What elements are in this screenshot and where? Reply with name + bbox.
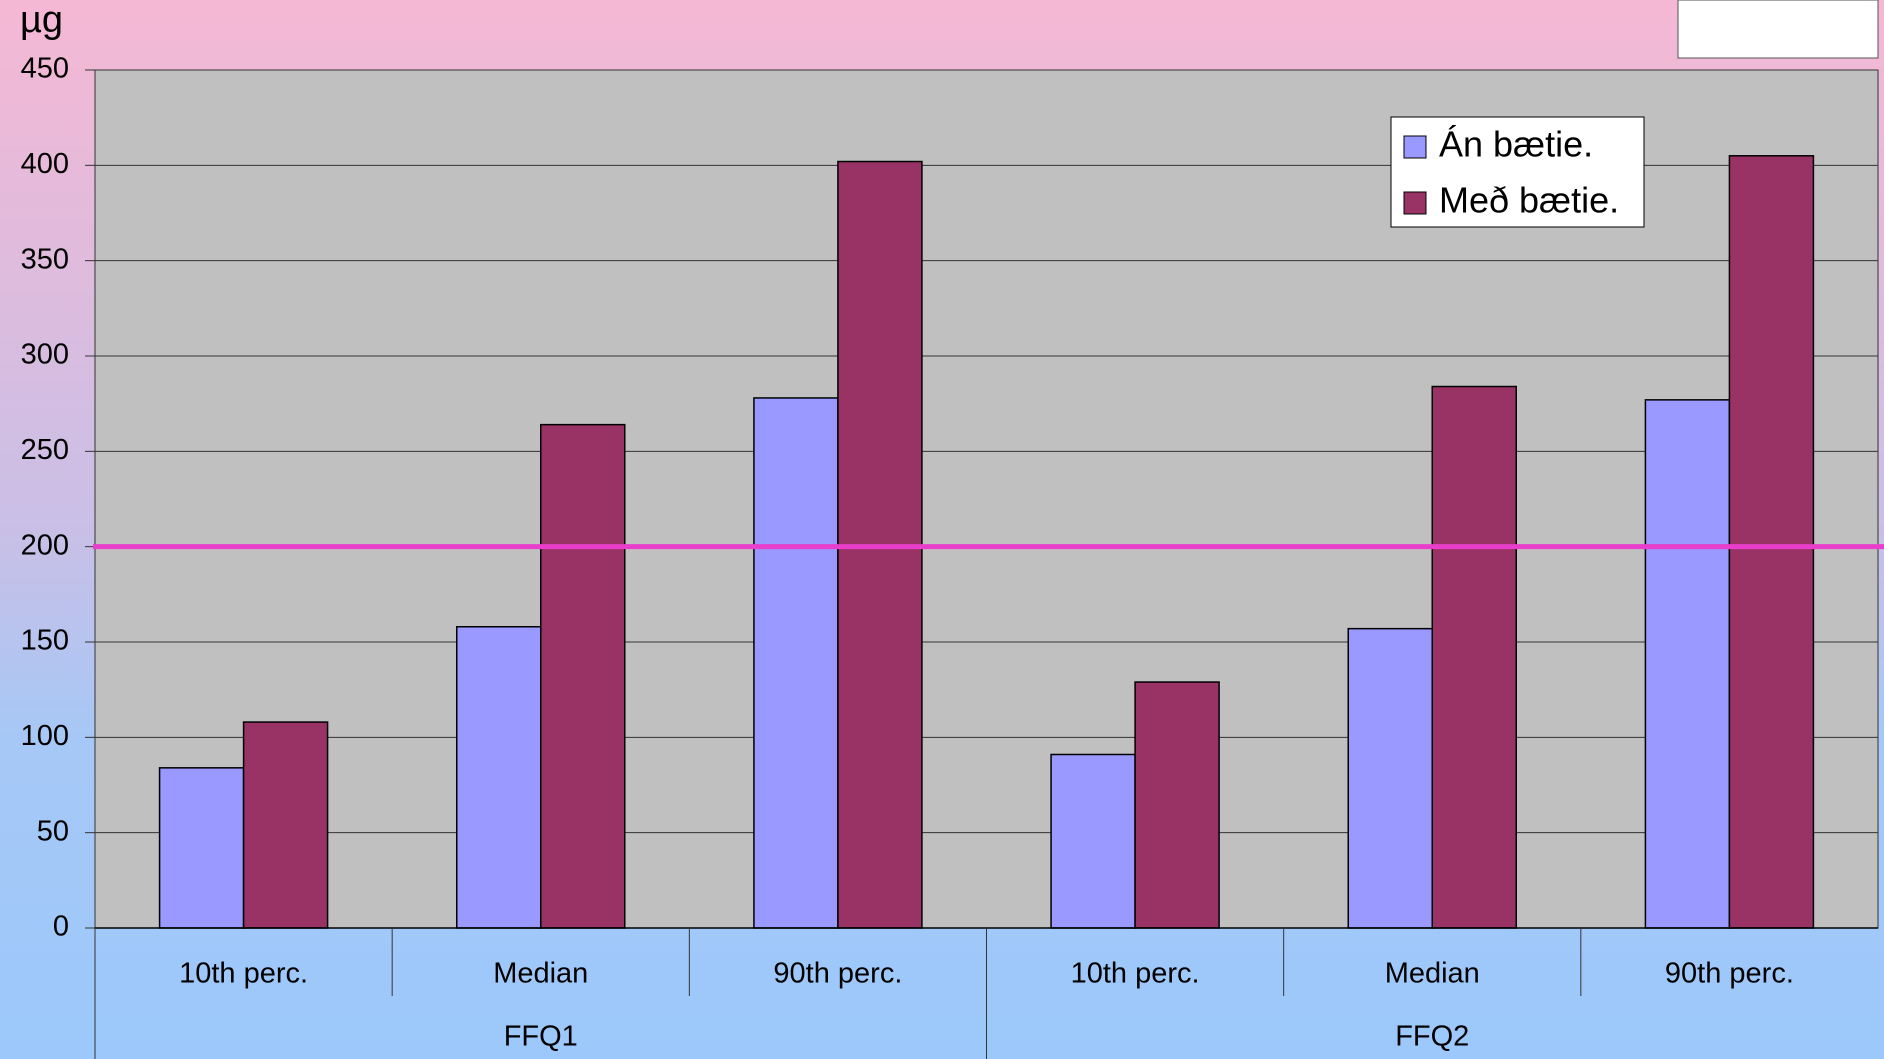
bar: [1050, 753, 1136, 929]
y-tick-label: 400: [21, 148, 69, 180]
bar: [540, 423, 626, 929]
legend-swatch: [1403, 135, 1427, 159]
bar: [1347, 627, 1433, 929]
y-tick-label: 200: [21, 529, 69, 561]
legend-swatch: [1403, 191, 1427, 215]
y-tick-label: 250: [21, 434, 69, 466]
y-tick-label: 300: [21, 339, 69, 371]
bar: [1644, 399, 1731, 929]
legend-label: Með bætie.: [1439, 180, 1619, 221]
x-tick-label: 90th perc.: [1665, 958, 1794, 990]
y-tick-label: 450: [21, 53, 69, 85]
x-tick-label: Median: [1385, 958, 1480, 990]
group-label: FFQ2: [1395, 1021, 1469, 1053]
y-tick-label: 150: [21, 625, 69, 657]
bar: [1134, 681, 1220, 929]
y-tick-label: 50: [37, 815, 69, 847]
x-tick-label: 10th perc.: [179, 958, 308, 990]
bar: [1431, 385, 1517, 929]
picture: [1677, 0, 1879, 59]
bar: [158, 767, 245, 929]
y-tick-label: 100: [21, 720, 69, 752]
legend-label: Án bætie.: [1439, 124, 1593, 165]
group-label: FFQ1: [504, 1021, 578, 1053]
legend: [1390, 116, 1645, 228]
bar: [456, 625, 542, 929]
x-tick-label: Median: [493, 958, 588, 990]
y-tick-label: 350: [21, 243, 69, 275]
bar: [242, 721, 329, 929]
y-tick-label: 0: [53, 911, 69, 943]
x-tick-label: 90th perc.: [773, 958, 902, 990]
bar: [753, 397, 839, 929]
y-axis-label: µg: [20, 0, 63, 41]
bar: [1728, 155, 1815, 929]
x-tick-label: 10th perc.: [1071, 958, 1200, 990]
